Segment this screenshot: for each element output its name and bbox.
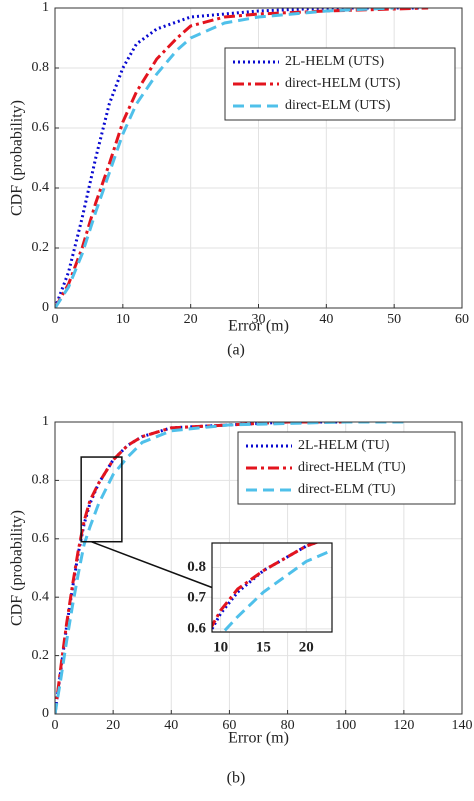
zoom-box bbox=[80, 456, 123, 543]
y-tick-label: 0.4 bbox=[32, 589, 50, 604]
axes-frame bbox=[54, 421, 463, 715]
inset-y-tick-label: 0.6 bbox=[187, 620, 206, 636]
cdf-line bbox=[212, 543, 320, 629]
x-tick-label: 30 bbox=[252, 312, 266, 327]
legend-label: direct-ELM (UTS) bbox=[285, 98, 391, 113]
inset-y-tick-label: 0.8 bbox=[187, 559, 206, 575]
legend-label: direct-HELM (TU) bbox=[298, 460, 406, 475]
y-tick-label: 0.6 bbox=[32, 531, 50, 546]
x-tick-label: 10 bbox=[116, 312, 130, 327]
x-tick-label: 40 bbox=[164, 718, 178, 733]
x-axis-label: Error (m) bbox=[228, 318, 289, 335]
x-tick-label: 60 bbox=[455, 312, 469, 327]
legend-label: direct-ELM (TU) bbox=[298, 482, 396, 497]
legend-label: 2L-HELM (TU) bbox=[298, 438, 390, 453]
y-tick-label: 0 bbox=[42, 706, 49, 721]
y-tick-label: 0.6 bbox=[32, 120, 50, 135]
axes-frame bbox=[54, 7, 463, 309]
zoom-connector bbox=[90, 541, 213, 589]
cdf-line bbox=[55, 8, 429, 308]
x-tick-label: 60 bbox=[222, 718, 236, 733]
x-tick-label: 0 bbox=[52, 312, 59, 327]
x-tick-label: 20 bbox=[106, 718, 120, 733]
caption: (a) bbox=[227, 342, 245, 359]
inset-x-tick-label: 20 bbox=[299, 639, 314, 655]
inset-area bbox=[212, 543, 332, 632]
y-tick-label: 0.2 bbox=[32, 240, 50, 255]
x-tick-label: 120 bbox=[393, 718, 414, 733]
y-tick-label: 0.4 bbox=[32, 180, 50, 195]
cdf-line bbox=[55, 8, 395, 308]
x-tick-label: 80 bbox=[281, 718, 295, 733]
inset-x-tick-label: 10 bbox=[213, 639, 228, 655]
y-tick-label: 0.8 bbox=[32, 60, 50, 75]
y-tick-label: 0.8 bbox=[32, 473, 50, 488]
x-tick-label: 0 bbox=[52, 718, 59, 733]
y-tick-label: 0 bbox=[42, 300, 49, 315]
y-tick-label: 1 bbox=[42, 414, 49, 429]
y-tick-label: 1 bbox=[42, 0, 49, 15]
x-tick-label: 50 bbox=[387, 312, 401, 327]
legend-label: direct-HELM (UTS) bbox=[285, 76, 401, 91]
inset-x-tick-label: 15 bbox=[256, 639, 271, 655]
cdf-line bbox=[55, 8, 429, 308]
x-tick-label: 20 bbox=[184, 312, 198, 327]
y-tick-label: 0.2 bbox=[32, 648, 50, 663]
inset-frame bbox=[211, 542, 333, 633]
caption: (b) bbox=[227, 770, 246, 787]
x-tick-label: 40 bbox=[319, 312, 333, 327]
x-tick-label: 100 bbox=[335, 718, 356, 733]
x-tick-label: 140 bbox=[452, 718, 473, 733]
y-axis-label: CDF (probability) bbox=[9, 510, 26, 626]
inset-y-tick-label: 0.7 bbox=[187, 590, 206, 606]
cdf-line bbox=[55, 422, 346, 714]
cdf-line bbox=[55, 422, 404, 714]
y-axis-label: CDF (probability) bbox=[9, 100, 26, 216]
legend-label: 2L-HELM (UTS) bbox=[285, 54, 384, 69]
x-axis-label: Error (m) bbox=[228, 730, 289, 747]
